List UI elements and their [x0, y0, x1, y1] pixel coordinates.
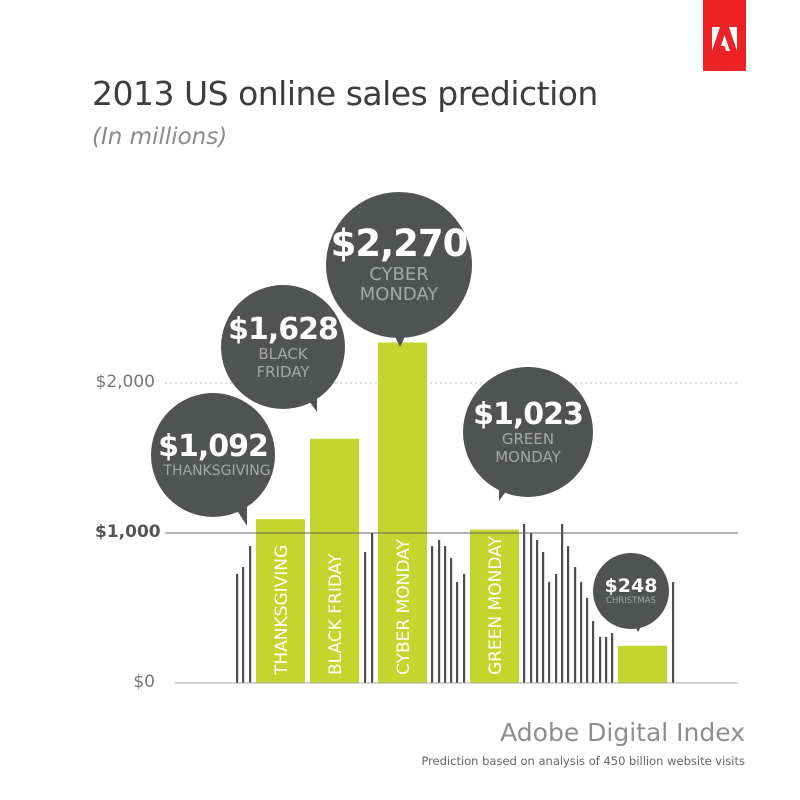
day-bar: [438, 540, 441, 683]
day-bar: [586, 597, 589, 683]
bubble-pointer: [301, 390, 317, 412]
bar-label: THANKSGIVING: [272, 545, 292, 676]
bubble-pointer: [633, 623, 643, 632]
day-bar: [599, 636, 602, 683]
day-bar: [580, 582, 583, 683]
footer-note: Prediction based on analysis of 450 bill…: [421, 754, 745, 768]
highlight-bar-thanksgiving: [256, 519, 305, 683]
adobe-a-icon: [712, 27, 737, 51]
highlight-bar-cyber-monday: [378, 342, 427, 683]
bubble-green-monday: $1,023 GREEN MONDAY: [463, 367, 593, 501]
day-bar: [523, 524, 526, 683]
bubble-black-friday: $1,628 BLACK FRIDAY: [221, 285, 345, 412]
y-tick-2000: $2,000: [95, 372, 155, 392]
day-bar: [574, 567, 577, 683]
day-bar: [431, 546, 434, 683]
bubble-pointer: [499, 479, 515, 501]
highlight-bar-green-monday: [470, 529, 519, 683]
day-bar: [548, 582, 551, 683]
day-bar: [555, 573, 558, 683]
chart-title: 2013 US online sales prediction: [92, 74, 598, 113]
day-bar: [249, 546, 252, 683]
day-bar: [444, 546, 447, 683]
bar-label: CYBER MONDAY: [394, 539, 414, 675]
value-label: $1,628: [228, 312, 339, 348]
day-bar: [561, 524, 564, 683]
day-bar: [371, 533, 374, 683]
bubble-pointer: [392, 330, 408, 347]
day-bar: [450, 558, 453, 683]
day-bar: [592, 621, 595, 683]
bubble-cyber-monday: $2,270 CYBER MONDAY: [326, 192, 472, 347]
day-label: BLACK FRIDAY: [256, 345, 310, 381]
day-label: THANKSGIVING: [163, 463, 271, 480]
adobe-logo: [703, 0, 746, 71]
highlight-bar-black-friday: [310, 438, 359, 683]
y-tick-0: $0: [133, 672, 155, 692]
value-label: $248: [604, 574, 658, 597]
day-label: GREEN MONDAY: [495, 430, 561, 466]
bubble-pointer: [231, 501, 247, 526]
footer-brand: Adobe Digital Index: [500, 718, 745, 747]
day-bar: [364, 552, 367, 683]
value-label: $2,270: [330, 221, 469, 265]
day-bar: [530, 533, 533, 683]
bar-label: BLACK FRIDAY: [326, 553, 346, 675]
day-bar: [611, 633, 614, 683]
value-label: $1,023: [473, 397, 584, 433]
day-label: CHRISTMAS: [606, 595, 656, 606]
day-bar: [536, 540, 539, 683]
bubble-christmas: $248 CHRISTMAS: [593, 553, 669, 632]
bubble-thanksgiving: $1,092 THANKSGIVING: [151, 393, 275, 526]
day-bar: [542, 552, 545, 683]
highlight-bar-christmas: [618, 645, 667, 683]
day-bar: [567, 546, 570, 683]
day-bar: [236, 573, 239, 683]
y-tick-1000: $1,000: [95, 522, 161, 542]
day-label: CYBER MONDAY: [359, 263, 439, 306]
day-bar: [672, 582, 675, 683]
day-bar: [242, 567, 245, 683]
day-bar: [463, 573, 466, 683]
value-label: $1,092: [158, 429, 269, 465]
chart-subtitle: (In millions): [92, 124, 228, 150]
day-bar: [605, 636, 608, 683]
day-bar: [456, 582, 459, 683]
bar-label: GREEN MONDAY: [486, 536, 506, 675]
